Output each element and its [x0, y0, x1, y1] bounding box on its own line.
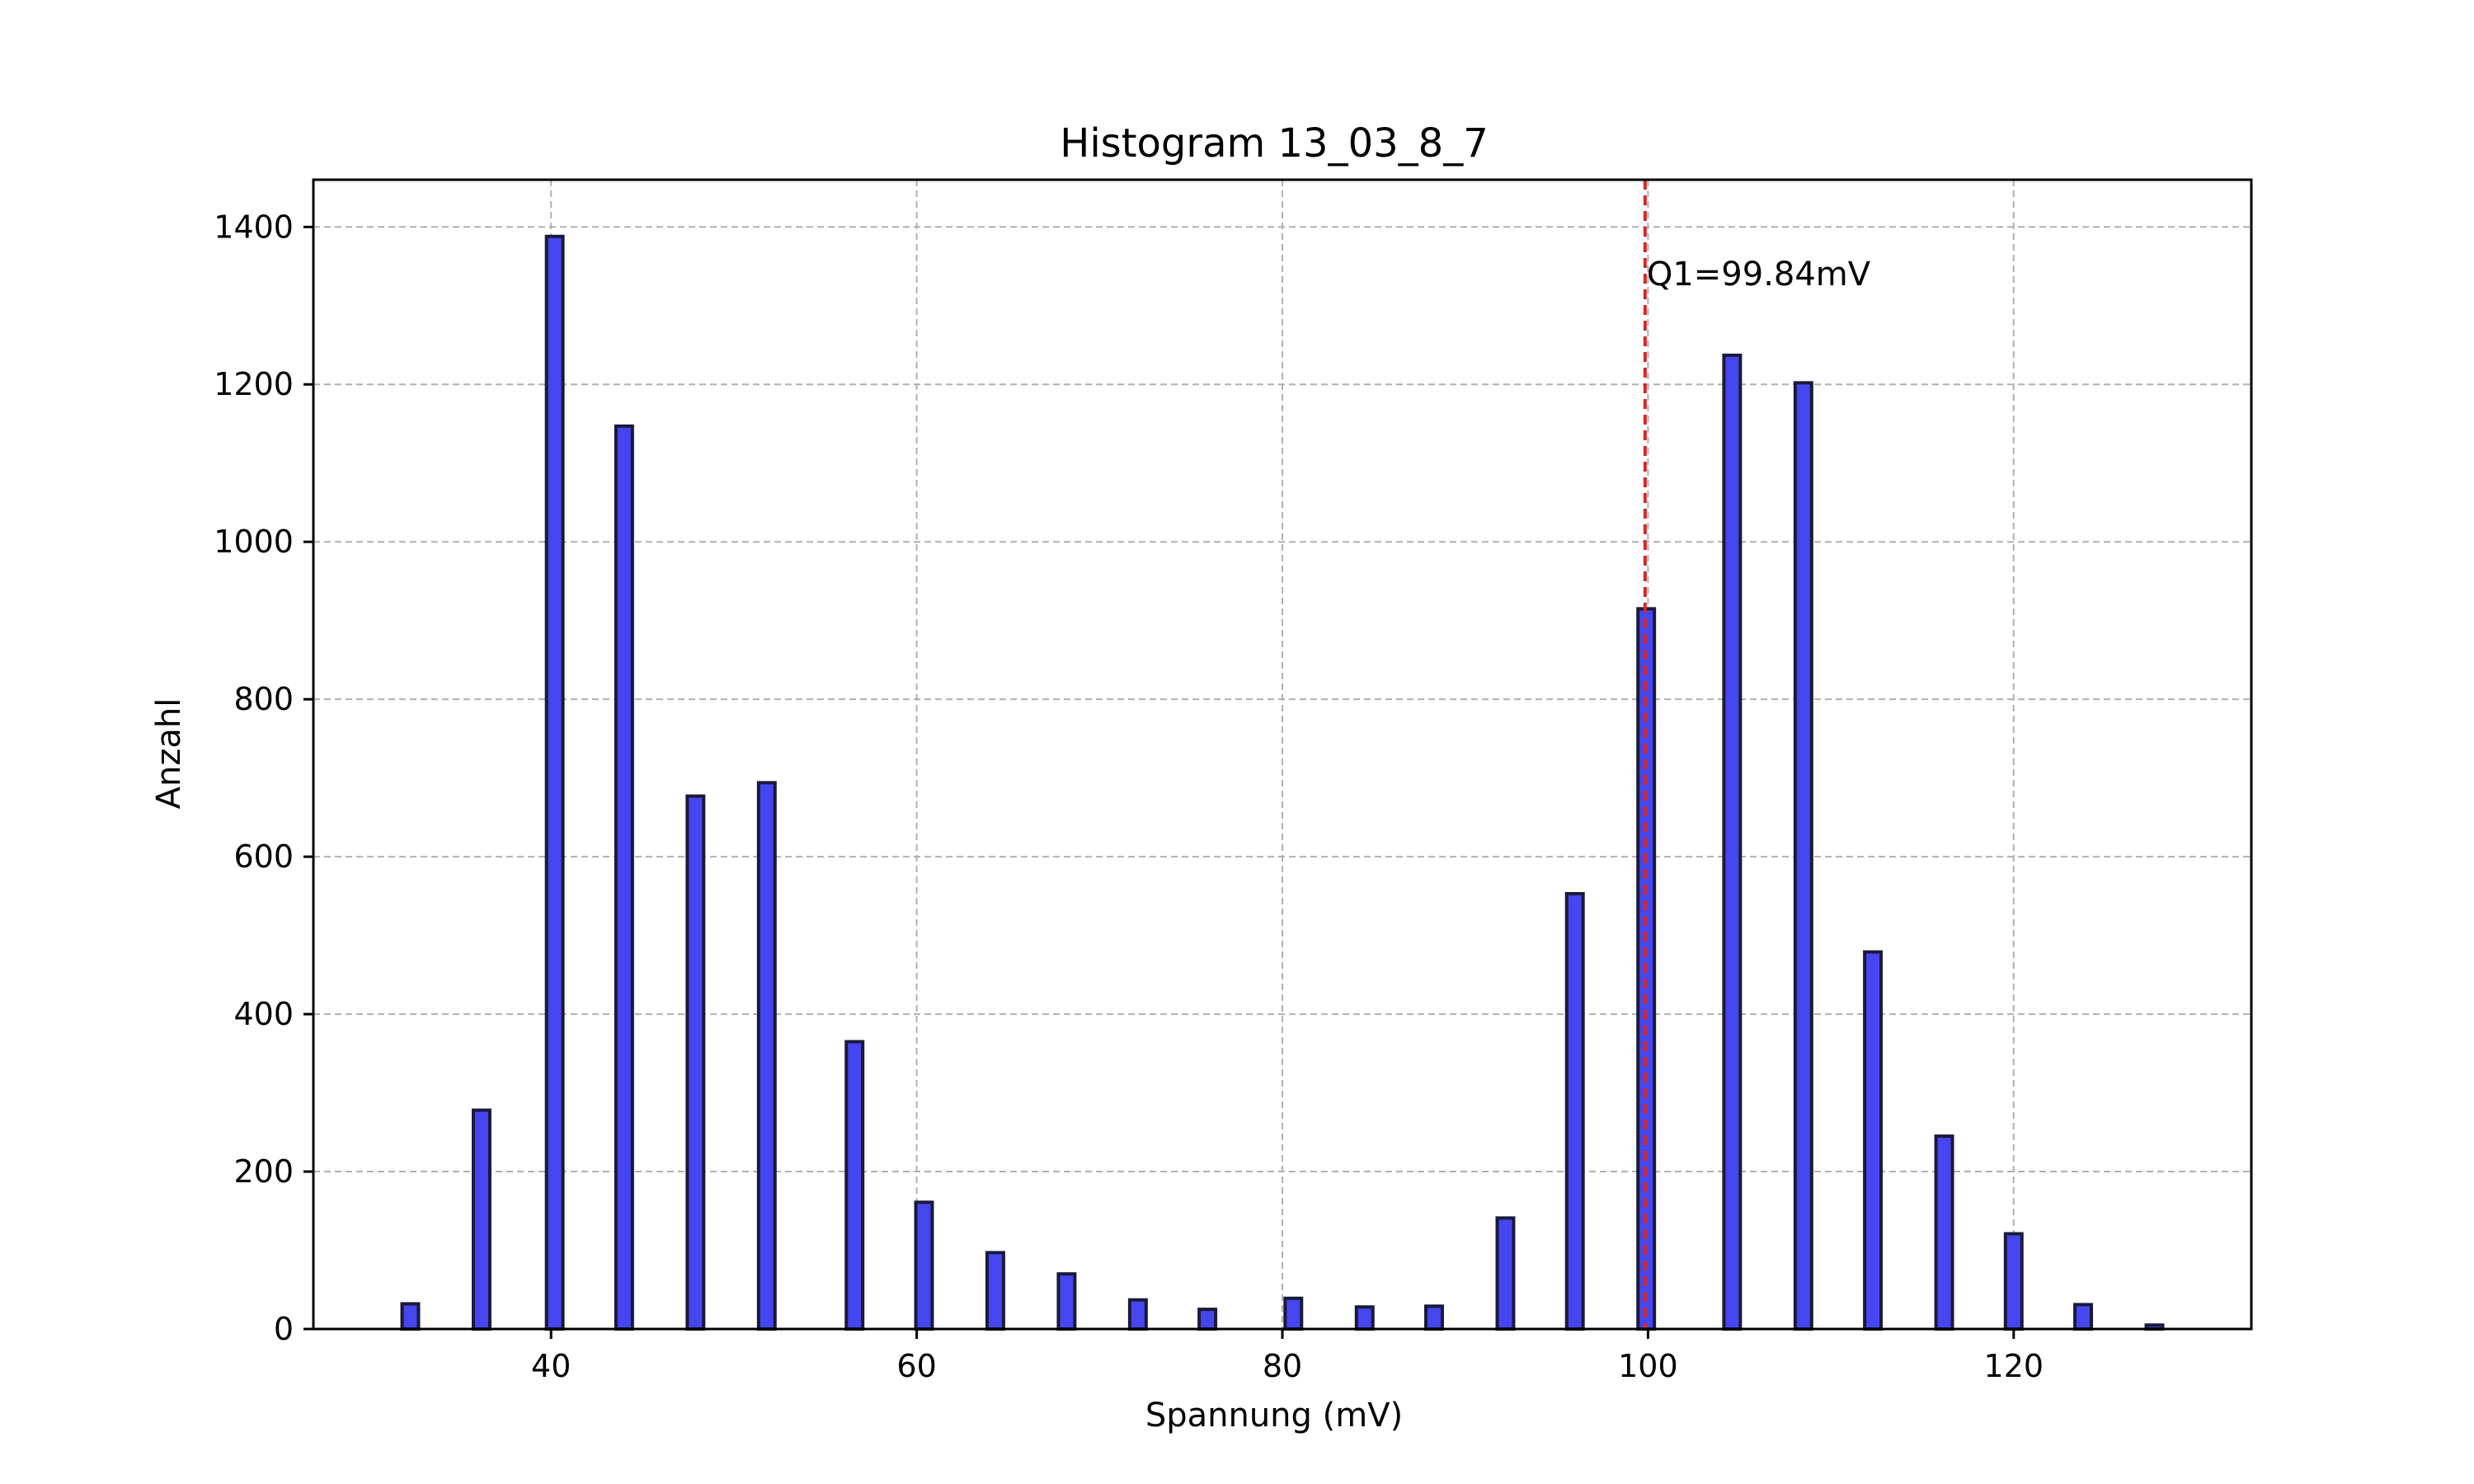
histogram-bar	[914, 1200, 934, 1331]
histogram-bar	[1283, 1296, 1304, 1331]
y-tick-label: 400	[233, 996, 294, 1032]
y-axis-title: Anzahl	[150, 698, 188, 810]
histogram-bar	[471, 1108, 492, 1331]
histogram-bar	[1722, 353, 1743, 1331]
y-tick-label: 200	[233, 1153, 294, 1190]
y-tick-label: 1400	[214, 209, 294, 245]
histogram-bar	[2073, 1303, 2094, 1331]
histogram-bar	[614, 424, 634, 1331]
histogram-bar	[1793, 381, 1813, 1331]
histogram-bar	[844, 1040, 865, 1331]
annotation-layer: Q1=99.84mV	[1643, 180, 1871, 1329]
grid-layer	[313, 180, 2251, 1330]
histogram-bar	[1127, 1298, 1148, 1331]
histogram-bar	[400, 1302, 421, 1331]
histogram-bar	[1934, 1134, 1954, 1331]
histogram-bar	[1424, 1304, 1444, 1331]
x-tick-label: 120	[1984, 1348, 2044, 1384]
histogram-bar	[1495, 1216, 1516, 1331]
histogram-bar	[544, 234, 565, 1331]
q1-annotation-label: Q1=99.84mV	[1647, 256, 1871, 294]
histogram-bar	[1056, 1272, 1077, 1331]
histogram-bar	[685, 794, 706, 1331]
histogram-bar	[1197, 1308, 1218, 1331]
x-tick-label: 60	[896, 1348, 936, 1384]
histogram-bar	[985, 1251, 1005, 1331]
y-tick-label: 1000	[214, 524, 294, 560]
histogram-bar	[1863, 950, 1884, 1331]
x-axis-title: Spannung (mV)	[1145, 1397, 1403, 1435]
histogram-bar	[756, 781, 777, 1331]
y-tick-label: 600	[233, 838, 294, 875]
x-tick-label: 40	[531, 1348, 571, 1384]
histogram-bar	[1564, 891, 1585, 1331]
chart-title: Histogram 13_03_8_7	[1060, 120, 1489, 167]
x-tick-label: 100	[1618, 1348, 1678, 1384]
histogram-bar	[2003, 1232, 2024, 1331]
y-tick-label: 1200	[214, 366, 294, 402]
histogram-bar	[1354, 1305, 1375, 1331]
y-tick-label: 0	[274, 1311, 294, 1347]
x-tick-label: 80	[1263, 1348, 1302, 1384]
y-tick-label: 800	[233, 681, 294, 717]
